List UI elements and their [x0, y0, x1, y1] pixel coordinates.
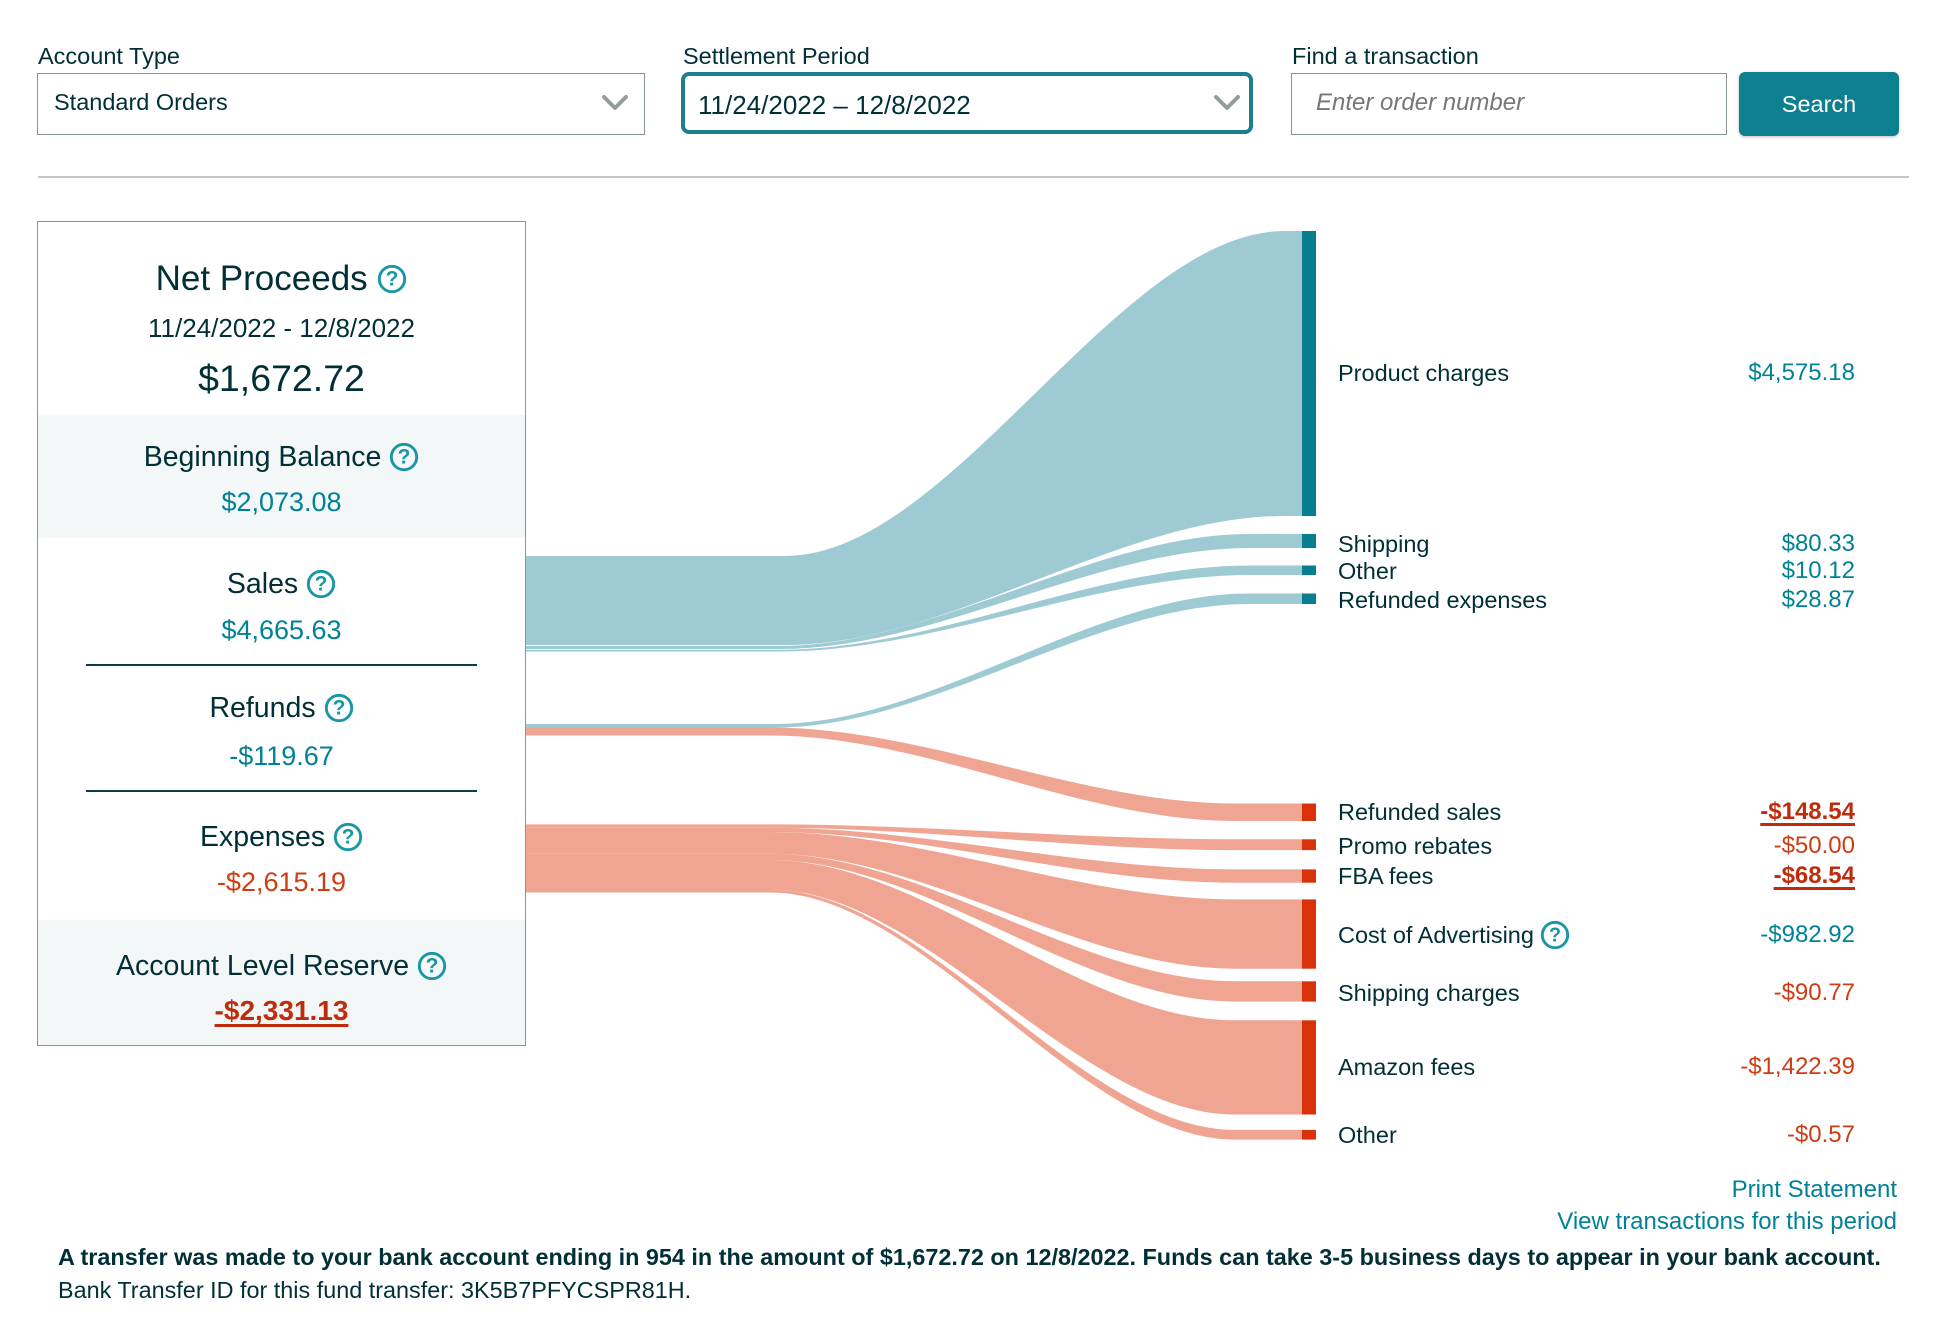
svg-text:?: ? [426, 955, 439, 978]
svg-text:?: ? [1549, 925, 1561, 947]
svg-text:?: ? [342, 826, 355, 849]
svg-text:?: ? [332, 697, 345, 720]
svg-text:?: ? [386, 268, 399, 291]
svg-text:?: ? [398, 446, 411, 469]
svg-text:?: ? [315, 573, 328, 596]
